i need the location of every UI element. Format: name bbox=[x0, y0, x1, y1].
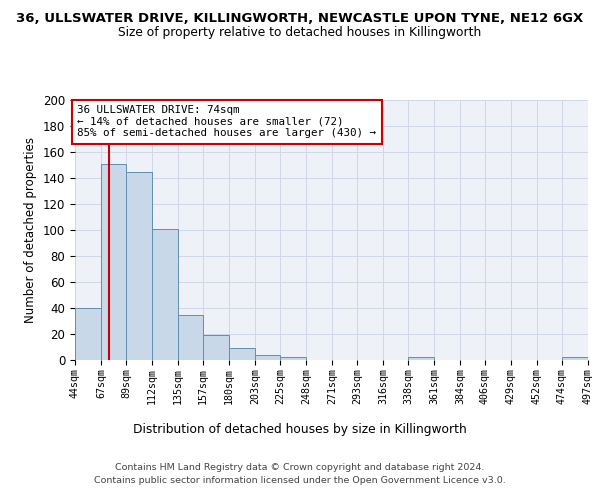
Text: Distribution of detached houses by size in Killingworth: Distribution of detached houses by size … bbox=[133, 422, 467, 436]
Text: Contains HM Land Registry data © Crown copyright and database right 2024.: Contains HM Land Registry data © Crown c… bbox=[115, 462, 485, 471]
Y-axis label: Number of detached properties: Number of detached properties bbox=[25, 137, 37, 323]
Text: 36, ULLSWATER DRIVE, KILLINGWORTH, NEWCASTLE UPON TYNE, NE12 6GX: 36, ULLSWATER DRIVE, KILLINGWORTH, NEWCA… bbox=[16, 12, 584, 26]
Bar bbox=[101, 164, 126, 360]
Bar bbox=[229, 348, 255, 360]
Bar bbox=[126, 172, 152, 360]
Text: Contains public sector information licensed under the Open Government Licence v3: Contains public sector information licen… bbox=[94, 476, 506, 485]
Bar bbox=[408, 358, 434, 360]
Bar bbox=[280, 358, 306, 360]
Bar bbox=[562, 358, 588, 360]
Bar bbox=[255, 355, 280, 360]
Bar bbox=[75, 308, 101, 360]
Text: Size of property relative to detached houses in Killingworth: Size of property relative to detached ho… bbox=[118, 26, 482, 39]
Bar bbox=[178, 314, 203, 360]
Bar bbox=[152, 228, 178, 360]
Bar bbox=[203, 336, 229, 360]
Text: 36 ULLSWATER DRIVE: 74sqm
← 14% of detached houses are smaller (72)
85% of semi-: 36 ULLSWATER DRIVE: 74sqm ← 14% of detac… bbox=[77, 105, 376, 138]
